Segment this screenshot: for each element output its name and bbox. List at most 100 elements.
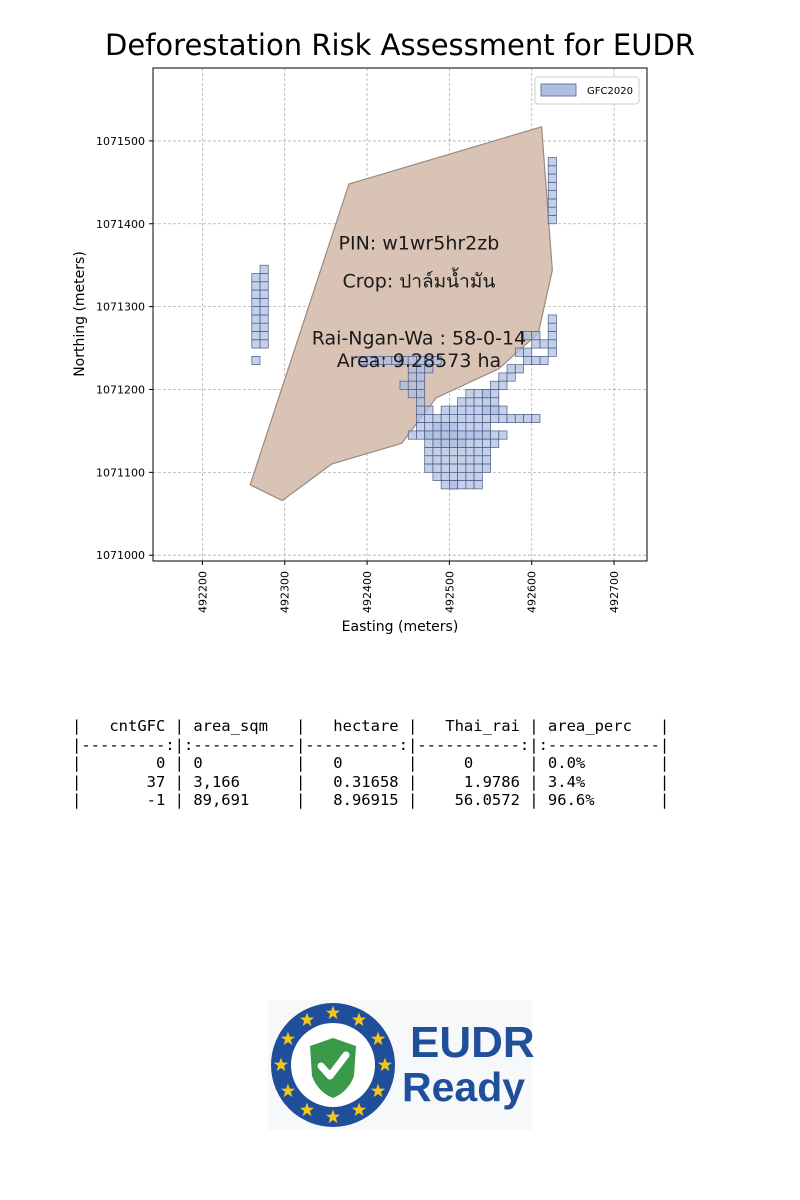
gfc-pixel (547, 198, 557, 208)
gfc-pixel (506, 364, 516, 374)
gfc-pixel (440, 471, 450, 481)
gfc-pixel (399, 380, 409, 390)
gfc-pixel (465, 447, 475, 457)
gfc-pixel (432, 422, 442, 432)
star-icon (299, 1102, 315, 1117)
gfc-pixel (416, 413, 426, 423)
star-icon (273, 1057, 289, 1072)
gfc-pixel (523, 413, 533, 423)
star-icon (370, 1083, 386, 1098)
gfc-pixel (473, 447, 483, 457)
gfc-pixel (481, 455, 491, 465)
parcel-polygon-layer (249, 126, 553, 502)
gfc-pixel (440, 405, 450, 415)
gfc-pixel (531, 339, 541, 349)
gfc-pixel (251, 297, 261, 307)
gfc-pixel (523, 355, 533, 365)
annotation-text: Crop: ปาล์มน้ำมัน (343, 268, 496, 293)
legend-label: GFC2020 (587, 86, 633, 97)
y-axis-label: Northing (meters) (72, 251, 88, 377)
gfc-pixel (432, 463, 442, 473)
gfc-pixel (432, 447, 442, 457)
gfc-pixel (424, 422, 434, 432)
gfc-pixel (539, 339, 549, 349)
star-icon (377, 1057, 393, 1072)
gfc-pixel (440, 447, 450, 457)
gfc-pixel (465, 471, 475, 481)
y-tick-label: 1071100 (96, 466, 145, 479)
gfc-pixel (259, 331, 269, 341)
table-row: | -1 | 89,691 | 8.96915 | 56.0572 | 96.6… (72, 791, 670, 809)
eudr-ready-logo: EUDR Ready (268, 1000, 535, 1130)
gfc-pixel (473, 480, 483, 490)
x-tick-label: 492600 (526, 571, 539, 613)
gfc-pixel (251, 322, 261, 332)
logo-text-ready: Ready (402, 1064, 526, 1110)
gfc-pixel (432, 413, 442, 423)
gfc-pixel (449, 430, 458, 440)
y-tick-label: 1071000 (96, 549, 145, 562)
gfc-pixel (465, 455, 475, 465)
gfc-pixel (432, 438, 442, 448)
gfc-pixel (481, 413, 491, 423)
gfc-pixel (473, 413, 483, 423)
y-tick-label: 1071400 (96, 218, 145, 231)
gfc-pixel (440, 430, 450, 440)
gfc-pixel (547, 314, 557, 324)
gfc-pixel (498, 372, 508, 382)
gfc-pixel (481, 430, 491, 440)
gfc-pixel (449, 463, 458, 473)
chart-title: Deforestation Risk Assessment for EUDR (105, 28, 695, 62)
gfc-pixel (432, 430, 442, 440)
gfc-pixel (259, 264, 269, 274)
gfc-pixel (416, 380, 426, 390)
gfc-pixel (473, 463, 483, 473)
gfc-pixel (432, 471, 442, 481)
gfc-pixel (424, 430, 434, 440)
gfc-pixel (449, 405, 458, 415)
gfc-pixel (481, 422, 491, 432)
gfc-pixel (498, 430, 508, 440)
gfc-pixel (457, 480, 467, 490)
gfc-pixel (251, 355, 261, 365)
legend-swatch-gfc2020 (540, 83, 577, 97)
gfc-pixel (490, 397, 500, 407)
gfc-pixel (457, 422, 467, 432)
gfc-pixel (449, 455, 458, 465)
parcel-polygon (249, 126, 553, 502)
gfc-pixel (547, 190, 557, 200)
gfc-pixel (440, 463, 450, 473)
map-plot: PIN: w1wr5hr2zb Crop: ปาล์มน้ำมัน Rai-Ngan… (72, 67, 648, 635)
summary-table: | cntGFC | area_sqm | hectare | Thai_rai… (72, 717, 669, 810)
gfc-pixel (416, 422, 426, 432)
star-icon (351, 1102, 367, 1117)
gfc-pixel (481, 447, 491, 457)
gfc-pixel (416, 430, 426, 440)
gfc-pixel (416, 397, 426, 407)
gfc-pixel (498, 380, 508, 390)
gfc-pixel (424, 438, 434, 448)
gfc-pixel (424, 413, 434, 423)
gfc-pixel (457, 438, 467, 448)
star-icon (351, 1012, 367, 1026)
gfc-pixel (407, 389, 417, 399)
gfc-pixel (473, 422, 483, 432)
gfc-pixel (432, 455, 442, 465)
gfc-pixel (424, 447, 434, 457)
star-icon (325, 1109, 341, 1124)
gfc-pixel (490, 438, 500, 448)
gfc-pixel (473, 471, 483, 481)
y-tick-label: 1071300 (96, 301, 145, 314)
gfc-pixel (457, 447, 467, 457)
x-tick-label: 492500 (443, 571, 456, 613)
gfc-pixel (547, 206, 557, 216)
table-row: | 0 | 0 | 0 | 0 | 0.0% | (72, 754, 670, 772)
gfc-pixel (259, 281, 269, 291)
gfc-pixel (465, 413, 475, 423)
gfc-pixel (440, 438, 450, 448)
x-tick-label: 492200 (196, 571, 209, 613)
gfc-pixel (457, 430, 467, 440)
gfc-pixel (473, 455, 483, 465)
y-tick-label: 1071200 (96, 383, 145, 396)
gfc-pixel (531, 413, 541, 423)
